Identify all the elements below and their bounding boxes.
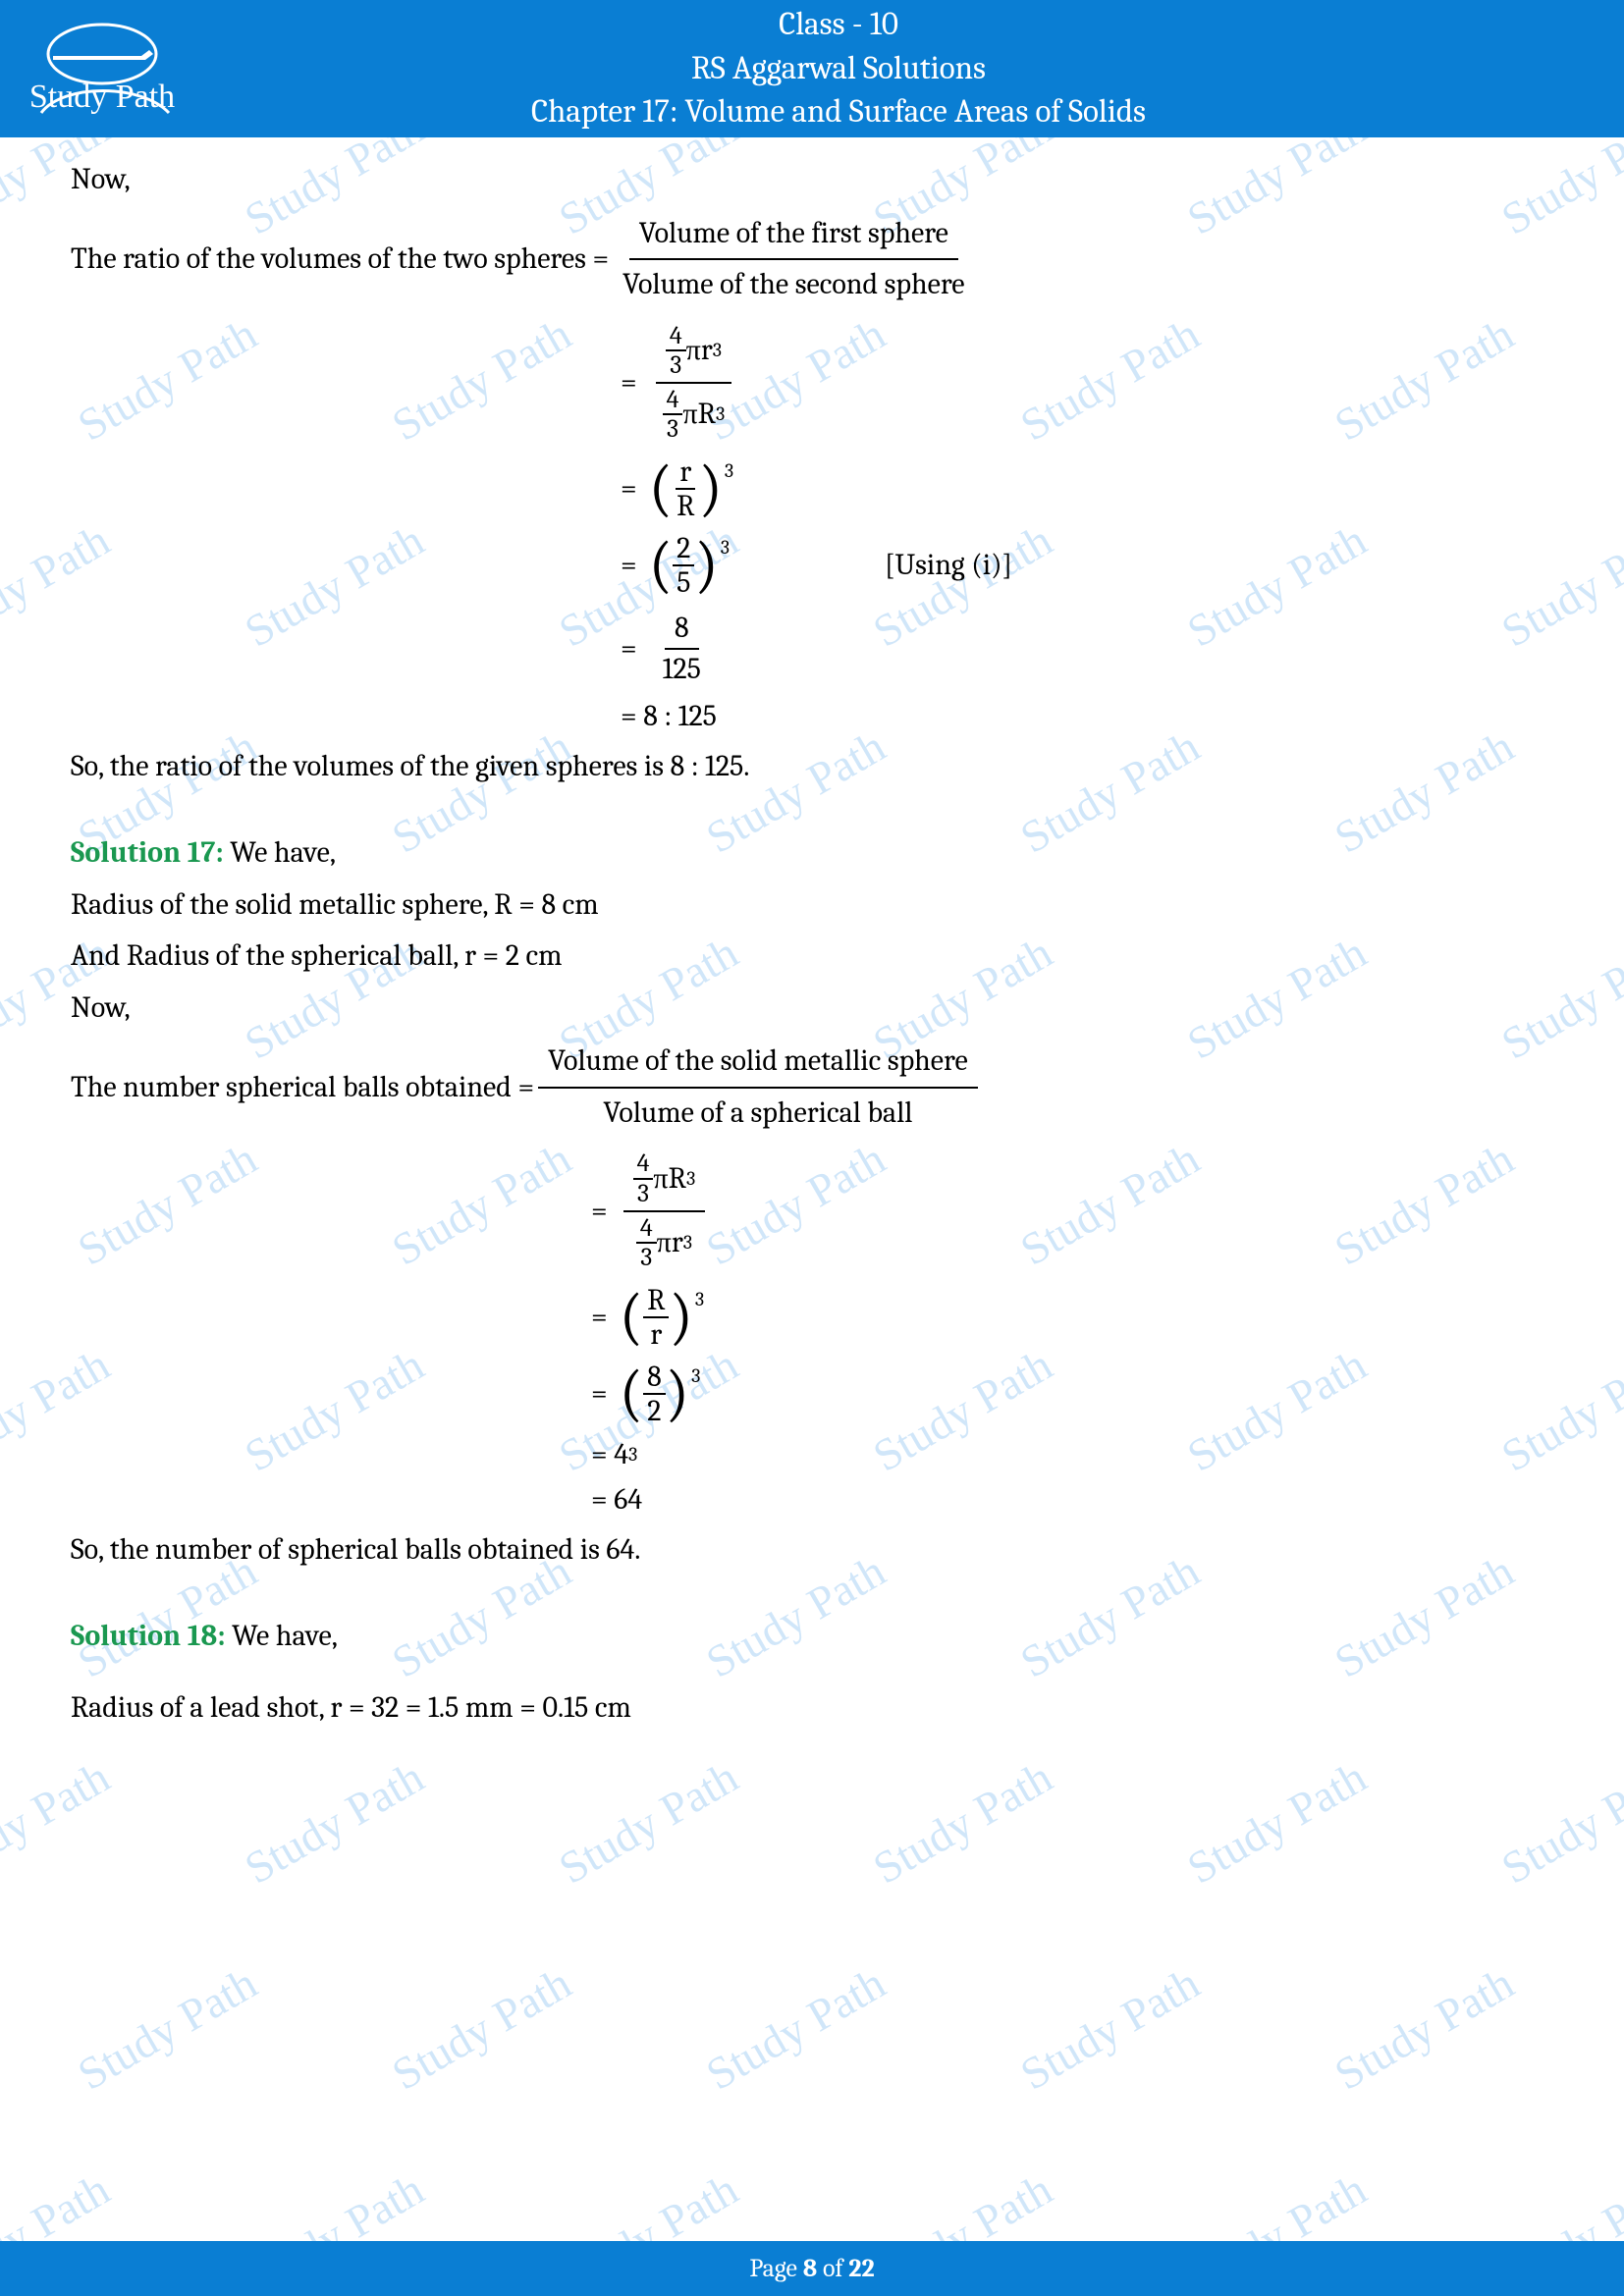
logo: Study Path: [24, 15, 210, 131]
s17-step3: = ( 82 ) 3: [591, 1361, 1553, 1427]
s18-intro: We have,: [232, 1619, 338, 1653]
header-line2: RS Aggarwal Solutions: [210, 47, 1467, 91]
s17-lead: The number spherical balls obtained =: [71, 1065, 534, 1111]
footer-page-total: 22: [848, 2254, 874, 2283]
s18-l1: Radius of a lead shot, r = 32 = 1.5 mm =…: [71, 1685, 1553, 1732]
s17-lead-line: The number spherical balls obtained = Vo…: [71, 1037, 1553, 1138]
s17-l1: Radius of the solid metallic sphere, R =…: [71, 882, 1553, 929]
s18-heading: Solution 18: We have,: [71, 1614, 1553, 1660]
s16-derivation: = 43 πr3 43 πR3 = ( rR ) 3 =: [71, 320, 1553, 734]
s16-step2: = ( rR ) 3: [621, 455, 1553, 522]
solution-18-label: Solution 18:: [71, 1619, 226, 1653]
header-line1: Class - 10: [210, 3, 1467, 47]
ratio-lead: The ratio of the volumes of the two sphe…: [71, 237, 609, 283]
footer-pre: Page: [749, 2254, 802, 2283]
s17-den: Volume of a spherical ball: [593, 1089, 922, 1139]
s17-step1: = 43 πR3 43 πr3: [591, 1148, 1553, 1273]
using-note: [Using (i)]: [885, 548, 1012, 583]
ratio-den: Volume of the second sphere: [613, 260, 974, 310]
s17-derivation: = 43 πR3 43 πr3 = ( Rr ) 3 =: [71, 1148, 1553, 1517]
s17-num: Volume of the solid metallic sphere: [538, 1037, 978, 1089]
ratio-num: Volume of the first sphere: [629, 209, 958, 261]
text-now: Now,: [71, 157, 1553, 203]
s16-step5: = 8 : 125: [621, 699, 1553, 734]
solution-17-label: Solution 17:: [71, 835, 224, 870]
s16-step3: = ( 25 ) 3 [Using (i)]: [621, 532, 1553, 599]
page-header: Study Path Class - 10 RS Aggarwal Soluti…: [0, 0, 1624, 137]
s17-l3: Now,: [71, 986, 1553, 1032]
s17-step2: = ( Rr ) 3: [591, 1284, 1553, 1351]
page-content: Now, The ratio of the volumes of the two…: [0, 137, 1624, 1731]
s17-conclusion: So, the number of spherical balls obtain…: [71, 1527, 1553, 1574]
s17-heading: Solution 17: We have,: [71, 830, 1553, 877]
s17-step4: = 43: [591, 1437, 1553, 1472]
footer-page-current: 8: [803, 2254, 817, 2283]
s17-def-fraction: Volume of the solid metallic sphere Volu…: [538, 1037, 978, 1138]
header-line3: Chapter 17: Volume and Surface Areas of …: [210, 90, 1467, 134]
s17-intro: We have,: [230, 835, 336, 870]
s17-step5: = 64: [591, 1482, 1553, 1518]
footer-mid: of: [823, 2254, 848, 2283]
page-footer: Page 8 of 22: [0, 2241, 1624, 2296]
s16-conclusion: So, the ratio of the volumes of the give…: [71, 744, 1553, 790]
s16-step4: = 8 125: [621, 609, 1553, 689]
header-title-block: Class - 10 RS Aggarwal Solutions Chapter…: [210, 3, 1624, 134]
ratio-def-fraction: Volume of the first sphere Volume of the…: [613, 209, 974, 310]
s16-step1: = 43 πr3 43 πR3: [621, 320, 1553, 446]
logo-text: Study Path: [29, 79, 175, 115]
ratio-lead-line: The ratio of the volumes of the two sphe…: [71, 209, 1553, 310]
s17-l2: And Radius of the spherical ball, r = 2 …: [71, 934, 1553, 980]
